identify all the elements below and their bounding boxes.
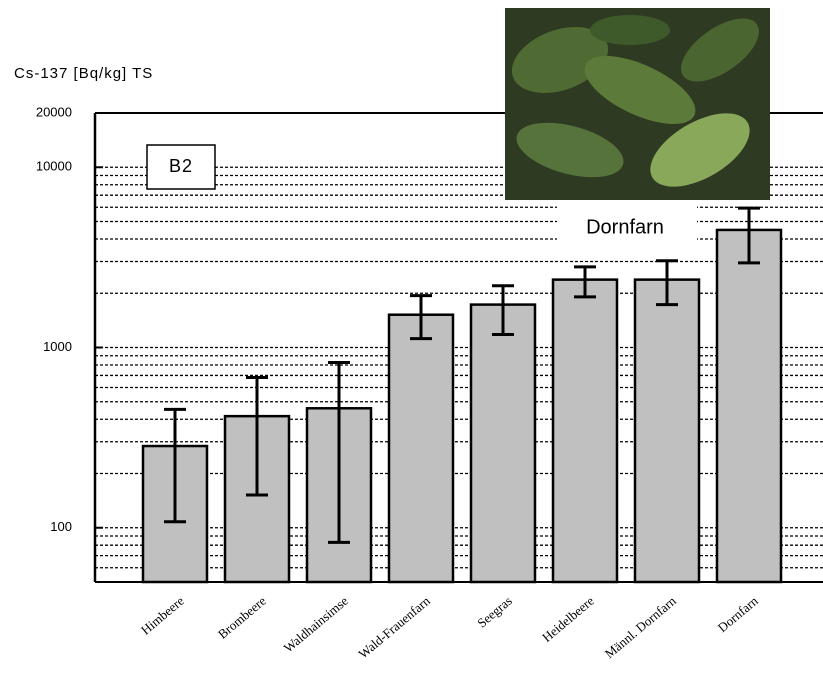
y-tick-label: 100 — [50, 519, 72, 534]
bar — [717, 230, 781, 582]
bar — [471, 305, 535, 582]
bar — [635, 280, 699, 582]
leaf — [590, 15, 670, 45]
bar — [389, 315, 453, 582]
photo — [503, 6, 770, 202]
y-axis-title: Cs-137 [Bq/kg] TS — [14, 65, 153, 82]
y-tick-label: 20000 — [36, 104, 72, 119]
photo-caption: Dornfarn — [586, 216, 664, 238]
y-tick-label: 10000 — [36, 159, 72, 174]
panel-label-box: B2 — [147, 145, 215, 189]
y-tick-label: 1000 — [43, 339, 72, 354]
panel-label: B2 — [169, 156, 193, 176]
chart: Cs-137 [Bq/kg] TS B2 Dornfarn 100 1000 100… — [0, 0, 823, 689]
bar — [553, 280, 617, 582]
